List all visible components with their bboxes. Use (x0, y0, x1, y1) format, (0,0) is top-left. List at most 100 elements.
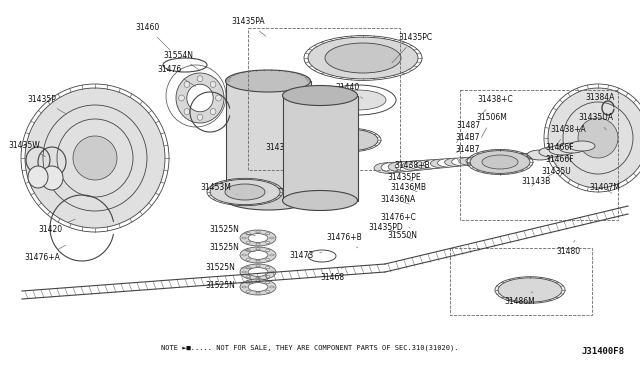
Text: J31400F8: J31400F8 (581, 347, 624, 356)
Ellipse shape (494, 155, 512, 162)
Ellipse shape (266, 250, 270, 251)
Ellipse shape (325, 43, 401, 73)
Ellipse shape (431, 159, 454, 168)
Ellipse shape (28, 166, 48, 188)
Text: 31525N: 31525N (209, 225, 255, 235)
Ellipse shape (184, 81, 190, 87)
Ellipse shape (266, 241, 270, 243)
Ellipse shape (522, 153, 538, 159)
Ellipse shape (269, 271, 274, 273)
Ellipse shape (225, 188, 310, 210)
Ellipse shape (246, 267, 250, 269)
Ellipse shape (25, 88, 165, 228)
Ellipse shape (210, 81, 216, 87)
Ellipse shape (424, 160, 447, 169)
Ellipse shape (459, 157, 479, 165)
Ellipse shape (240, 264, 276, 280)
Text: 314B7: 314B7 (456, 134, 480, 153)
Ellipse shape (578, 118, 618, 158)
Text: 31440: 31440 (336, 83, 363, 99)
Ellipse shape (569, 141, 595, 151)
Ellipse shape (246, 250, 250, 251)
Ellipse shape (242, 271, 246, 273)
Ellipse shape (197, 114, 203, 120)
Ellipse shape (549, 145, 575, 155)
Ellipse shape (225, 70, 310, 92)
Ellipse shape (73, 136, 117, 180)
Ellipse shape (240, 279, 276, 295)
Text: 31525N: 31525N (205, 263, 252, 273)
Ellipse shape (187, 84, 213, 112)
Ellipse shape (269, 237, 274, 239)
Text: 31436MB: 31436MB (390, 183, 426, 192)
Ellipse shape (487, 155, 506, 162)
Ellipse shape (256, 265, 260, 267)
Text: 31476: 31476 (158, 65, 196, 87)
Text: 31435P: 31435P (28, 96, 65, 113)
Ellipse shape (498, 278, 562, 302)
Ellipse shape (41, 166, 63, 190)
Ellipse shape (308, 37, 418, 79)
Text: 31435UA: 31435UA (579, 113, 614, 130)
Ellipse shape (266, 232, 270, 235)
Text: 31468: 31468 (320, 267, 344, 282)
Text: 31476+C: 31476+C (380, 214, 416, 228)
Ellipse shape (539, 147, 565, 157)
Text: 31554N: 31554N (163, 51, 200, 70)
Text: 31435PE: 31435PE (387, 173, 421, 183)
Text: 31435PA: 31435PA (231, 17, 266, 36)
Text: 31436NA: 31436NA (380, 196, 415, 205)
Text: 31438+C: 31438+C (477, 96, 513, 116)
Ellipse shape (225, 184, 265, 200)
Text: 31143B: 31143B (522, 177, 550, 186)
Text: 31435W: 31435W (8, 141, 45, 157)
Text: 31476+A: 31476+A (24, 245, 65, 263)
Ellipse shape (395, 161, 421, 171)
Text: 31435PC: 31435PC (392, 33, 432, 63)
Ellipse shape (473, 156, 492, 164)
Ellipse shape (248, 234, 268, 243)
Text: 31450: 31450 (283, 170, 316, 184)
Text: 31473: 31473 (290, 251, 322, 260)
Ellipse shape (515, 154, 531, 160)
Text: 31525N: 31525N (209, 244, 255, 253)
Text: 31476+B: 31476+B (326, 234, 362, 248)
Ellipse shape (266, 291, 270, 292)
Text: NOTE ►■..... NOT FOR SALE, THEY ARE COMPONENT PARTS OF SEC.310(31020).: NOTE ►■..... NOT FOR SALE, THEY ARE COMP… (161, 345, 459, 351)
Ellipse shape (482, 155, 518, 169)
Ellipse shape (246, 275, 250, 277)
Ellipse shape (266, 267, 270, 269)
Text: 31407M: 31407M (589, 183, 620, 193)
Ellipse shape (417, 160, 441, 169)
Ellipse shape (240, 247, 276, 263)
Text: 31480: 31480 (556, 240, 580, 257)
Text: 31435PB: 31435PB (265, 144, 305, 153)
Ellipse shape (246, 282, 250, 283)
Ellipse shape (256, 231, 260, 233)
Ellipse shape (210, 109, 216, 115)
Ellipse shape (246, 259, 250, 260)
Ellipse shape (256, 292, 260, 294)
Ellipse shape (374, 163, 402, 173)
Text: 31487: 31487 (456, 121, 480, 143)
Ellipse shape (269, 286, 274, 288)
Ellipse shape (381, 162, 408, 173)
Ellipse shape (197, 76, 203, 82)
Ellipse shape (246, 291, 250, 292)
Polygon shape (282, 96, 358, 201)
Text: 31384A: 31384A (586, 93, 614, 108)
Text: 31466F: 31466F (546, 155, 574, 168)
Ellipse shape (266, 275, 270, 277)
Ellipse shape (508, 154, 525, 160)
Text: 31420: 31420 (38, 219, 76, 234)
Text: 31506M: 31506M (477, 113, 508, 138)
Ellipse shape (559, 143, 585, 153)
Text: 31525N: 31525N (205, 280, 252, 289)
Ellipse shape (403, 161, 428, 171)
Ellipse shape (184, 109, 190, 115)
Ellipse shape (256, 280, 260, 282)
Text: 31453M: 31453M (200, 183, 237, 194)
Ellipse shape (210, 179, 280, 205)
Text: 31466F: 31466F (546, 144, 574, 158)
Ellipse shape (445, 158, 467, 166)
